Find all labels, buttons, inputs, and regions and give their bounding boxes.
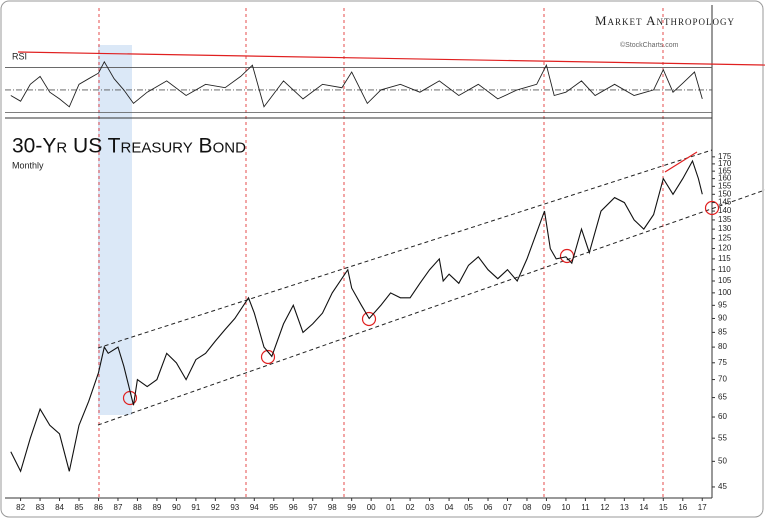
x-tick-label: 84 [55, 503, 64, 512]
event-lines [98, 8, 664, 498]
y-tick-label: 95 [718, 300, 727, 309]
x-tick-label: 14 [639, 503, 648, 512]
y-tick-label: 80 [718, 342, 727, 351]
highlight-band [98, 45, 132, 415]
rsi-label: RSI [12, 51, 27, 61]
y-tick-label: 125 [718, 234, 732, 243]
chart-title: 30-Yr US Treasury Bond [12, 135, 246, 158]
x-tick-label: 08 [523, 503, 532, 512]
source: ©StockCharts.com [620, 41, 679, 49]
x-tick-label: 96 [289, 503, 298, 512]
y-tick-label: 45 [718, 482, 727, 491]
x-tick-label: 16 [678, 503, 687, 512]
y-tick-label: 70 [718, 375, 727, 384]
y-tick-label: 145 [718, 198, 732, 207]
x-tick-label: 85 [75, 503, 84, 512]
x-tick-label: 86 [94, 503, 103, 512]
x-tick-label: 89 [152, 503, 161, 512]
y-tick-label: 110 [718, 265, 731, 274]
y-tick-label: 175 [718, 152, 732, 161]
x-tick-label: 01 [386, 503, 395, 512]
x-tick-label: 17 [698, 503, 707, 512]
x-tick-label: 83 [36, 503, 45, 512]
x-tick-label: 94 [250, 503, 259, 512]
y-tick-label: 85 [718, 327, 727, 336]
y-tick-label: 90 [718, 314, 727, 323]
y-tick-label: 105 [718, 276, 732, 285]
y-tick-label: 140 [718, 206, 732, 215]
x-tick-label: 88 [133, 503, 142, 512]
y-tick-label: 75 [718, 358, 727, 367]
y-tick-label: 150 [718, 189, 732, 198]
subtitle: Monthly [12, 160, 44, 170]
x-tick-label: 00 [367, 503, 376, 512]
x-tick-label: 99 [347, 503, 356, 512]
annotations [17, 51, 765, 406]
x-tick-label: 09 [542, 503, 551, 512]
y-tick-label: 130 [718, 224, 732, 233]
y-tick-label: 165 [718, 166, 732, 175]
x-tick-label: 87 [114, 503, 123, 512]
y-tick-label: 170 [718, 159, 732, 168]
channel-lines [97, 149, 765, 426]
x-tick-label: 05 [464, 503, 473, 512]
x-tick-label: 92 [211, 503, 220, 512]
y-tick-label: 155 [718, 181, 732, 190]
x-tick-label: 91 [191, 503, 200, 512]
y-tick-label: 160 [718, 174, 732, 183]
y-tick-label: 100 [718, 288, 732, 297]
x-tick-label: 95 [269, 503, 278, 512]
rsi-line [10, 60, 703, 108]
x-tick-label: 07 [503, 503, 512, 512]
y-tick-label: 120 [718, 244, 732, 253]
y-tick-label: 55 [718, 433, 727, 442]
x-tick-label: 06 [484, 503, 493, 512]
x-tick-label: 11 [581, 503, 590, 512]
x-tick-label: 15 [659, 503, 668, 512]
x-tick-label: 03 [425, 503, 434, 512]
brand: Market Anthropology [595, 13, 735, 28]
x-tick-label: 13 [620, 503, 629, 512]
x-tick-label: 10 [561, 503, 570, 512]
x-tick-label: 12 [600, 503, 609, 512]
x-tick-label: 98 [328, 503, 337, 512]
y-tick-label: 135 [718, 215, 732, 224]
x-tick-label: 97 [308, 503, 317, 512]
y-tick-label: 115 [718, 254, 731, 263]
y-tick-label: 60 [718, 412, 727, 421]
price-line [10, 159, 703, 473]
x-tick-label: 02 [406, 503, 415, 512]
y-tick-label: 50 [718, 456, 727, 465]
x-tick-label: 90 [172, 503, 181, 512]
x-tick-label: 04 [445, 503, 454, 512]
y-tick-label: 65 [718, 393, 727, 402]
x-tick-label: 82 [16, 503, 25, 512]
x-tick-label: 93 [230, 503, 239, 512]
